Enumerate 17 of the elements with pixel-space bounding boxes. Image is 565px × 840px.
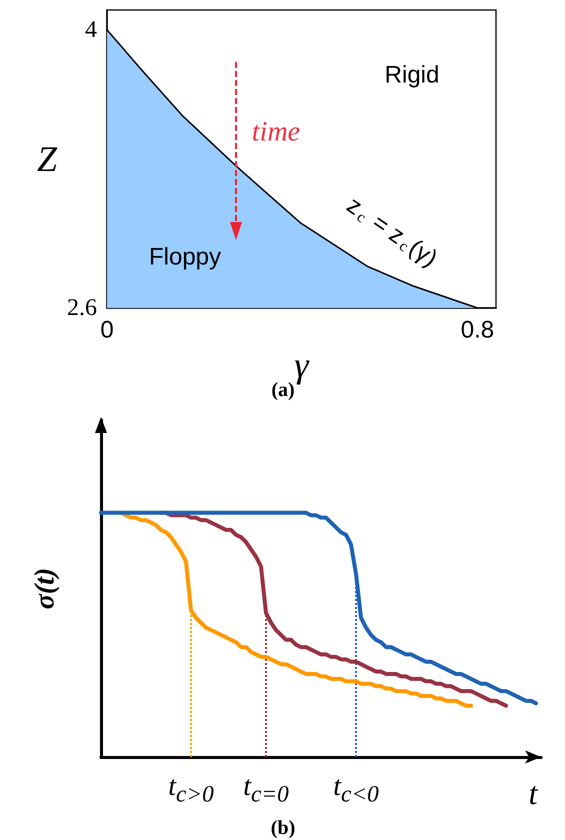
y-axis-title: σ(t) bbox=[30, 568, 60, 610]
y-tick-label: 2.6 bbox=[67, 295, 97, 321]
y-axis-title: Z bbox=[36, 139, 58, 179]
text: (b) bbox=[270, 817, 296, 839]
annotation: zc = zc(γ) bbox=[342, 192, 442, 272]
annotation: Floppy bbox=[148, 244, 222, 270]
annotation: time bbox=[252, 116, 300, 148]
x-tick-label: t$_{c>0}$ bbox=[167, 771, 215, 810]
x-axis-title: t bbox=[528, 775, 539, 811]
x-axis-title: γ bbox=[294, 344, 310, 385]
y-tick-label: 4 bbox=[85, 16, 97, 43]
text: (a) bbox=[271, 379, 295, 401]
x-tick-label: 0.8 bbox=[460, 316, 494, 344]
x-tick-label: t$_{c=0}$ bbox=[242, 771, 290, 810]
annotation: Rigid bbox=[384, 62, 440, 88]
x-tick-label: 0 bbox=[100, 316, 114, 344]
x-tick-label: t$_{c<0}$ bbox=[332, 771, 380, 810]
